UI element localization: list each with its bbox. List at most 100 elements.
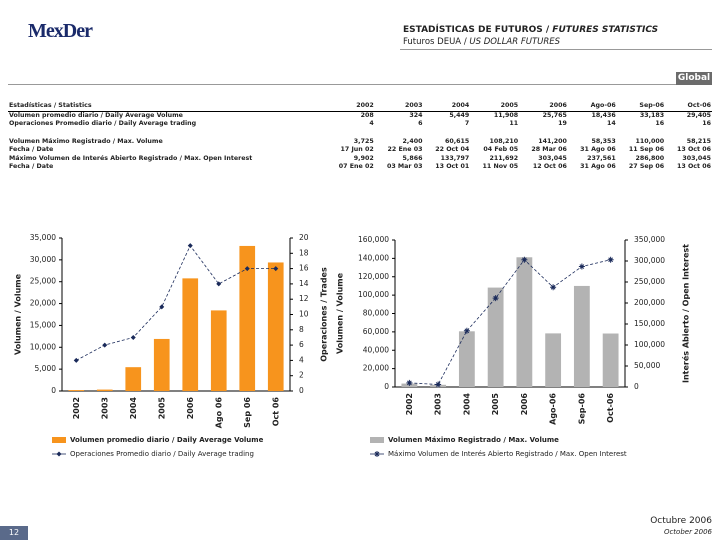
legend-marker (56, 451, 62, 457)
table-cell: 07 Ene 02 (338, 163, 374, 170)
y-tick-label: 60,000 (363, 327, 389, 336)
legend-label: Operaciones Promedio diario / Daily Aver… (70, 450, 254, 458)
table-cell: 11 (509, 120, 519, 127)
table-cell: 110,000 (635, 137, 665, 145)
x-tick-label: 2005 (491, 393, 500, 416)
y-tick-label: 140,000 (358, 253, 389, 262)
line-marker (492, 295, 499, 302)
y-tick-label: 20,000 (30, 299, 56, 308)
subtitle-es: Futuros DEUA / (403, 37, 467, 47)
table-cell: 16 (702, 120, 711, 127)
y-tick-label: 25,000 (30, 277, 56, 286)
page-number: 12 (0, 526, 28, 540)
table-cell: 25,765 (542, 111, 567, 119)
line-marker (244, 266, 250, 272)
table-cell: 286,800 (635, 154, 665, 162)
table-cell: 7 (464, 120, 470, 127)
bar (68, 390, 85, 391)
line-marker (521, 256, 528, 263)
y2-axis-label: Operaciones / Trades (320, 267, 329, 362)
table-cell: 3,725 (353, 137, 374, 145)
x-tick-label: 2003 (100, 397, 109, 419)
tab[interactable]: Global (676, 72, 712, 85)
table-cell: 31 Ago 06 (580, 163, 616, 170)
table-cell: 29,405 (686, 111, 711, 119)
header-cell: Oct-06 (665, 102, 712, 112)
x-tick-label: 2002 (72, 397, 81, 419)
bar (267, 262, 284, 391)
y2-tick-label: 14 (299, 279, 309, 288)
bar (487, 287, 504, 387)
table-cell: 58,215 (686, 137, 711, 145)
table-cell: 108,210 (489, 137, 519, 145)
table-cell: 12 Oct 06 (532, 163, 567, 170)
y2-tick-label: 20 (299, 233, 309, 242)
table-cell: 31 Ago 06 (580, 146, 616, 153)
table-row: Fecha / Date 17 Jun 02 22 Ene 03 22 Oct 04 0… (8, 146, 712, 155)
line-marker (406, 379, 413, 386)
line-marker (463, 327, 470, 334)
bar (210, 310, 227, 391)
bar (96, 389, 113, 391)
x-tick-label: Sep-06 (577, 393, 586, 425)
y-tick-label: 120,000 (358, 272, 389, 281)
legend-label: Máximo Volumen de Interés Abierto Regist… (388, 450, 627, 458)
x-tick-label: 2002 (405, 393, 414, 415)
line-marker (607, 256, 614, 263)
table-row: Fecha / Date 07 Ene 02 03 Mar 03 13 Oct 01 1… (8, 163, 712, 172)
table-cell: 13 Oct 06 (676, 163, 711, 170)
y-tick-label: 160,000 (358, 235, 389, 244)
table-cell: 208 (360, 111, 374, 119)
bar (239, 245, 256, 391)
bar (516, 257, 533, 387)
x-tick-label: Ago 06 (214, 397, 223, 429)
table-cell: 4 (369, 120, 374, 127)
table-cell: Fecha / Date (9, 163, 54, 170)
table-cell: Máximo Volumen de Interés Abierto Regist… (9, 154, 253, 162)
line-marker (216, 281, 222, 287)
table-cell: 19 (558, 120, 567, 127)
legend-marker (374, 451, 380, 457)
stats-table: Estadísticas / Statistics 2002 2003 2004 200… (8, 102, 712, 172)
legend-swatch (52, 437, 66, 443)
x-tick-label: 2004 (129, 397, 138, 420)
tab-rule (8, 84, 712, 85)
table-cell: 5,866 (402, 154, 423, 162)
legend-swatch (370, 437, 384, 443)
header-cell: Estadísticas / Statistics (8, 102, 327, 112)
x-tick-label: 2003 (434, 393, 443, 415)
x-tick-label: 2004 (462, 393, 471, 416)
title-es: ESTADÍSTICAS DE FUTUROS / (403, 25, 550, 35)
y-tick-label: 0 (51, 386, 56, 395)
logo: MexDer (28, 20, 93, 42)
y2-tick-label: 350,000 (634, 235, 665, 244)
subtitle-en: US DOLLAR FUTURES (469, 37, 561, 47)
line (76, 244, 276, 361)
table-row: Volumen Máximo Registrado / Max. Volume 3… (8, 138, 712, 147)
legend-label: Volumen promedio diario / Daily Average … (70, 436, 264, 444)
header-cell: 2003 (374, 102, 424, 112)
x-tick-label: 2005 (157, 397, 166, 420)
table-cell: 28 Mar 06 (531, 146, 567, 153)
y-tick-label: 20,000 (363, 364, 389, 373)
bar (458, 331, 475, 387)
table-cell: 16 (655, 120, 665, 127)
table-cell: 04 Feb 05 (483, 146, 519, 153)
y2-tick-label: 100,000 (634, 340, 665, 349)
table-row: Operaciones Promedio diario / Daily Aver… (8, 120, 712, 129)
y2-tick-label: 10 (299, 310, 309, 319)
table-cell: Volumen Máximo Registrado / Max. Volume (9, 137, 163, 145)
header-cell: Ago-06 (567, 102, 617, 112)
y2-tick-label: 18 (299, 248, 309, 257)
y2-tick-label: 2 (299, 371, 304, 380)
table-cell: 60,615 (444, 137, 470, 145)
footer-date-en: October 2006 (663, 528, 712, 536)
header-cell: 2002 (326, 102, 375, 112)
table-cell: 14 (606, 120, 616, 127)
header-rule (400, 49, 712, 50)
y2-tick-label: 0 (634, 382, 639, 391)
table-cell: 22 Ene 03 (387, 146, 423, 153)
y-tick-label: 0 (384, 382, 389, 391)
y2-tick-label: 12 (299, 294, 309, 303)
